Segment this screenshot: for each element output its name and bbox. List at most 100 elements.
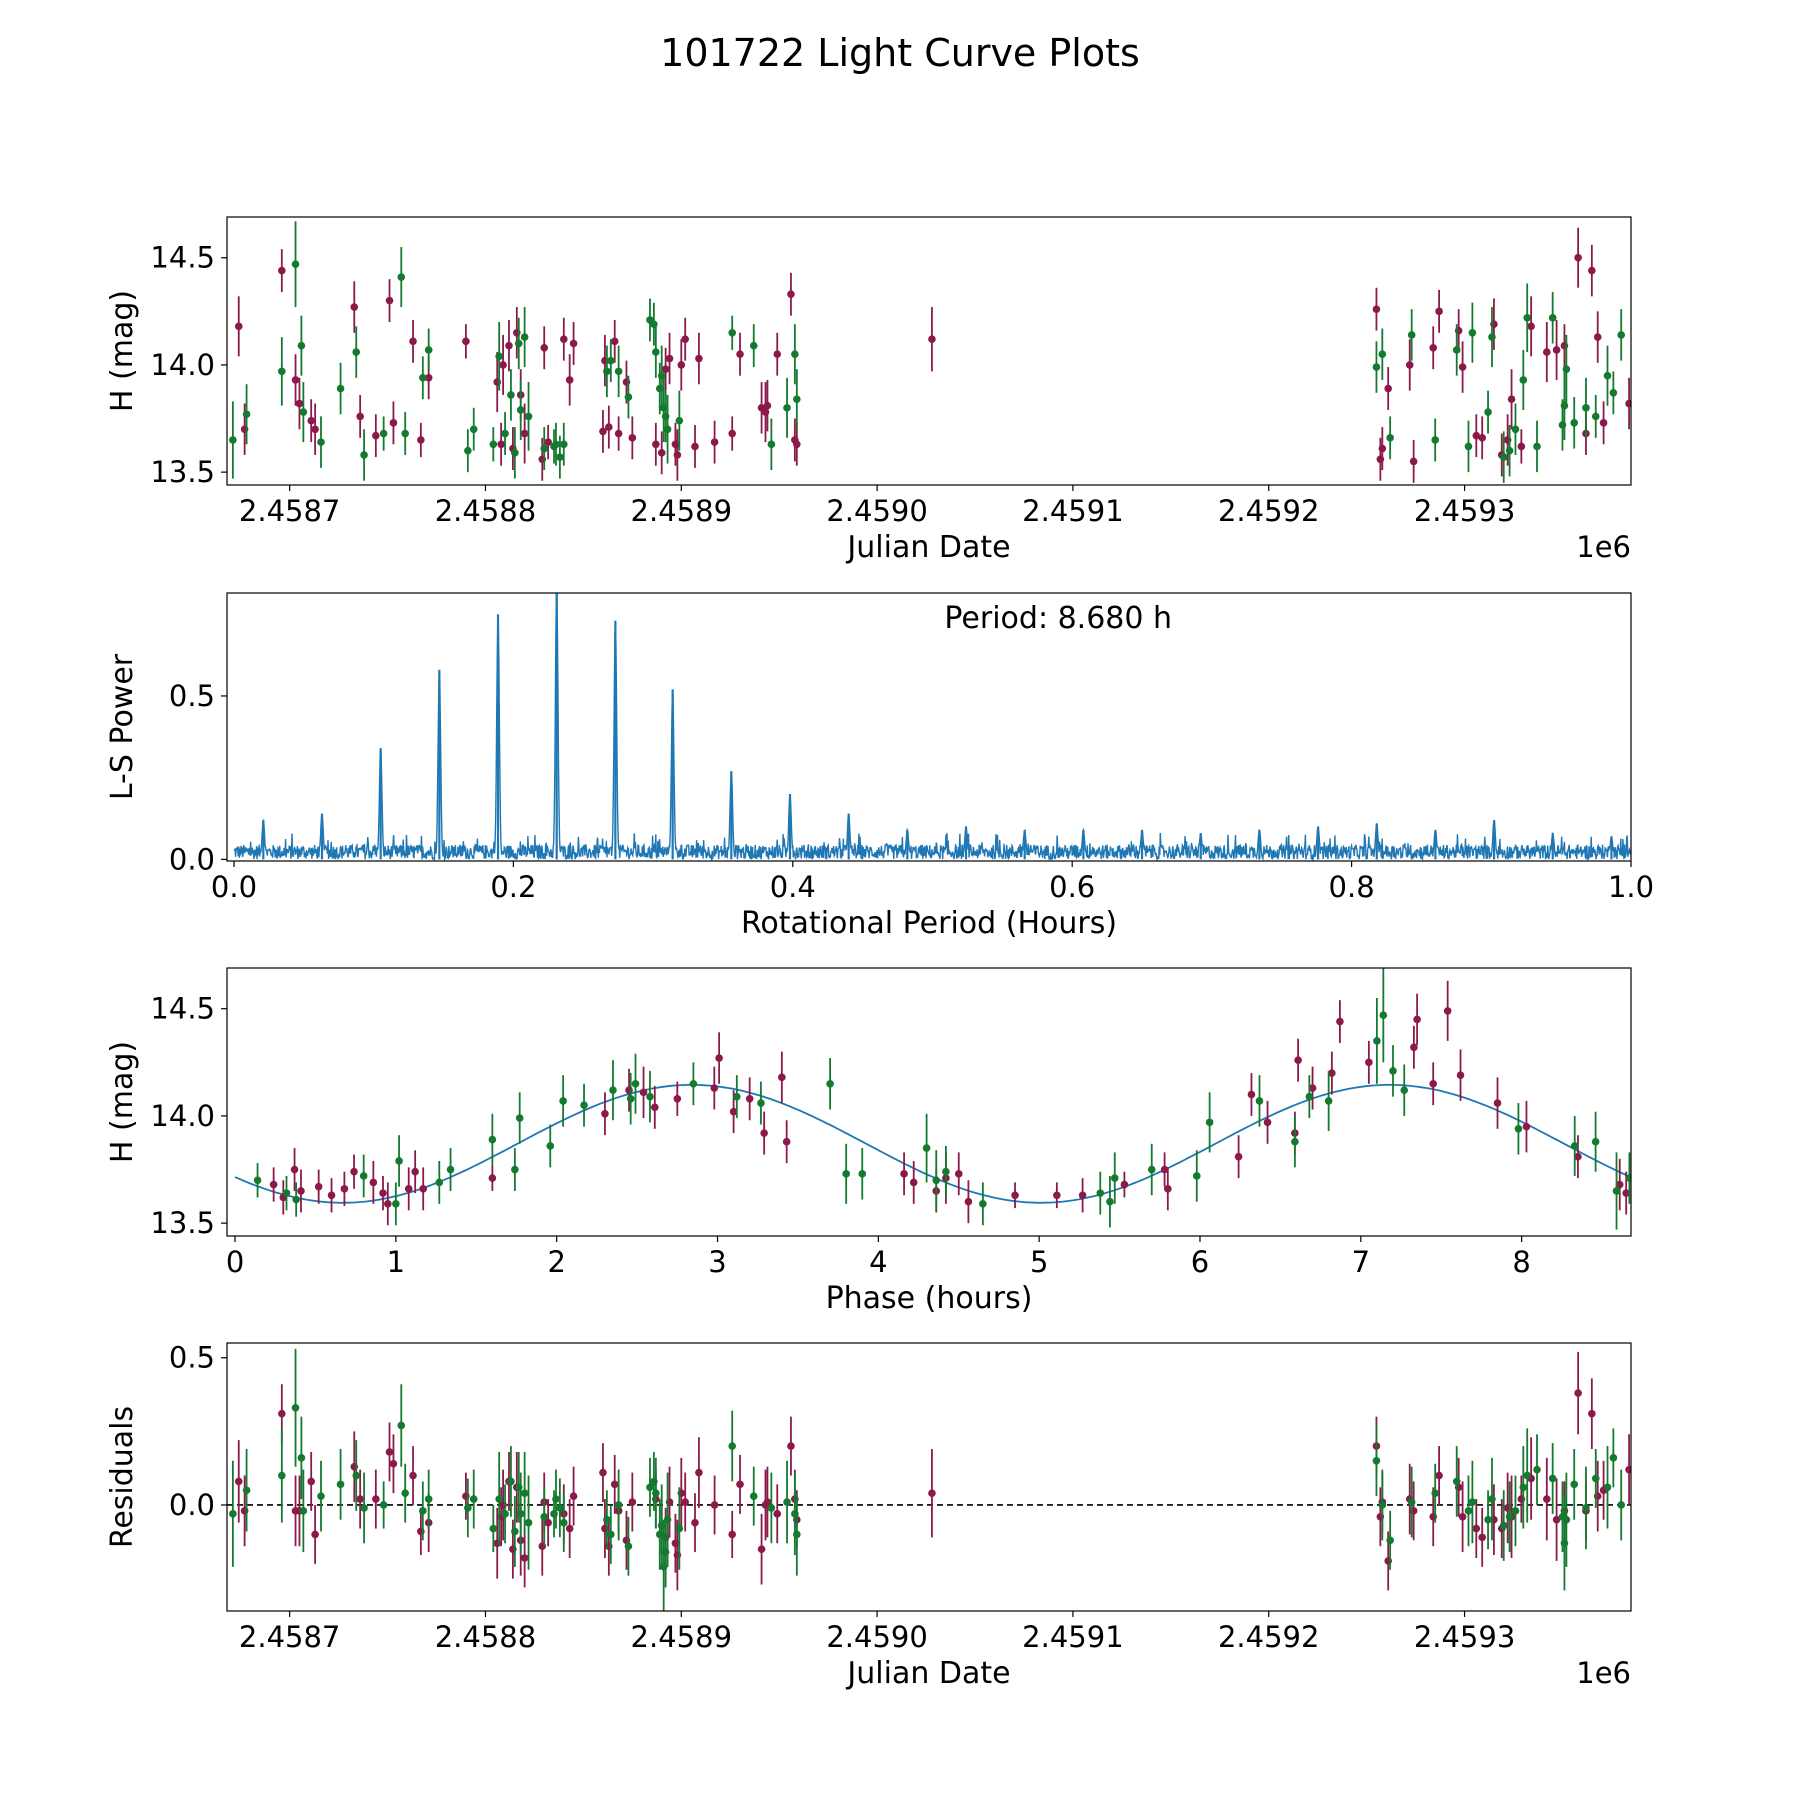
periodogram-xtick-label: 0.8	[1329, 870, 1375, 904]
lightcurve-point	[1452, 346, 1461, 354]
phased-point	[1192, 1172, 1201, 1180]
residuals-point	[1548, 1474, 1557, 1483]
phased-point	[745, 1094, 754, 1103]
residuals-point	[736, 1480, 744, 1489]
residuals-xtick-label: 2.4587	[239, 1620, 340, 1654]
residuals-point	[372, 1495, 380, 1503]
residuals-point	[1519, 1483, 1528, 1492]
phased-point	[435, 1178, 444, 1187]
residuals-frame	[226, 1342, 1632, 1612]
lightcurve-point	[677, 361, 686, 369]
phased-point	[327, 1191, 336, 1200]
lightcurve-xtick-label: 2.4588	[435, 494, 536, 528]
residuals-point	[652, 1489, 660, 1497]
residuals-point	[229, 1510, 237, 1518]
residuals-point	[360, 1504, 368, 1512]
lightcurve-frame	[226, 216, 1632, 486]
residuals-point	[234, 1477, 243, 1486]
residuals-point	[297, 1454, 306, 1462]
phased-point	[729, 1107, 738, 1116]
lightcurve-point	[606, 356, 615, 365]
lightcurve-point	[234, 322, 243, 331]
phased-point	[1514, 1125, 1523, 1133]
lightcurve-point	[599, 427, 607, 436]
lightcurve-point	[793, 440, 801, 449]
phased-point	[858, 1170, 867, 1178]
periodogram-frame	[226, 592, 1632, 862]
phased-point	[395, 1157, 403, 1165]
phased-point	[392, 1200, 400, 1208]
phased-ytick-label: 14.5	[150, 992, 215, 1026]
residuals-point	[1505, 1512, 1514, 1521]
phased-point	[314, 1182, 323, 1191]
phased-point	[297, 1187, 305, 1195]
residuals-xtick-label: 2.4591	[1022, 1620, 1123, 1654]
residuals-point	[1533, 1465, 1541, 1474]
phased-point	[689, 1079, 698, 1088]
lightcurve-point	[317, 438, 325, 446]
lightcurve-point	[417, 436, 425, 444]
lightcurve-point	[520, 333, 529, 341]
periodogram-xlabel: Rotational Period (Hours)	[741, 906, 1117, 941]
residuals-point	[565, 1524, 574, 1533]
phased-point	[282, 1189, 291, 1197]
residuals-point	[291, 1403, 300, 1412]
residuals-point	[763, 1498, 772, 1506]
residuals-point	[603, 1515, 611, 1524]
phased-point	[546, 1142, 555, 1150]
lightcurve-point	[1468, 328, 1477, 337]
lightcurve-point	[544, 438, 552, 446]
residuals-point	[1464, 1507, 1473, 1515]
periodogram-period-annotation: Period: 8.680 h	[944, 601, 1172, 636]
residuals-point	[389, 1459, 398, 1468]
lightcurve-point	[495, 352, 503, 361]
residuals-point	[1435, 1471, 1443, 1480]
residuals-point	[1603, 1483, 1612, 1492]
residuals-panel: 2.4587 2.4588 2.4589 2.4590 2.4591 2.4592 2.45…	[105, 1341, 1632, 1691]
residuals-point	[352, 1471, 361, 1480]
lightcurve-point	[1562, 365, 1571, 374]
phased-point	[1373, 1037, 1381, 1045]
lightcurve-point	[397, 273, 406, 281]
phased-point	[639, 1088, 648, 1097]
lightcurve-point	[540, 343, 549, 352]
lightcurve-point	[1505, 446, 1514, 455]
lightcurve-point	[691, 442, 699, 451]
residuals-point	[928, 1489, 936, 1497]
residuals-point	[663, 1515, 672, 1524]
residuals-point	[599, 1468, 607, 1477]
phased-xtick-label: 2	[547, 1245, 565, 1279]
lightcurve-point	[1548, 313, 1557, 322]
phased-point	[1570, 1142, 1579, 1150]
phased-point	[778, 1073, 786, 1082]
lightcurve-point	[1560, 401, 1569, 410]
residuals-point	[501, 1510, 509, 1518]
lightcurve-point	[710, 438, 719, 446]
phased-xtick-label: 7	[1352, 1245, 1370, 1279]
periodogram-ytick-label: 0.5	[169, 679, 215, 713]
residuals-xtick-label: 2.4590	[826, 1620, 927, 1654]
residuals-point	[540, 1512, 549, 1521]
phased-point	[932, 1176, 941, 1185]
lightcurve-xlabel: Julian Date	[845, 530, 1010, 565]
lightcurve-point	[728, 429, 737, 438]
phased-point	[979, 1200, 987, 1208]
lightcurve-point	[1458, 363, 1467, 371]
lightcurve-point	[242, 410, 251, 419]
phased-point	[511, 1165, 519, 1174]
phased-ylabel: H (mag)	[105, 1041, 140, 1163]
residuals-point	[552, 1495, 560, 1503]
residuals-point	[1625, 1465, 1631, 1474]
phased-point	[1429, 1079, 1437, 1088]
residuals-point	[469, 1495, 478, 1503]
residuals-point	[1499, 1521, 1508, 1530]
residuals-point	[1609, 1454, 1618, 1462]
lightcurve-point	[1488, 333, 1496, 341]
phased-point	[359, 1172, 368, 1180]
phased-point	[580, 1101, 588, 1110]
phased-fit-curve	[234, 1083, 1631, 1204]
phased-point	[1443, 1007, 1452, 1015]
lightcurve-point	[565, 376, 574, 384]
lightcurve-point	[462, 337, 470, 346]
